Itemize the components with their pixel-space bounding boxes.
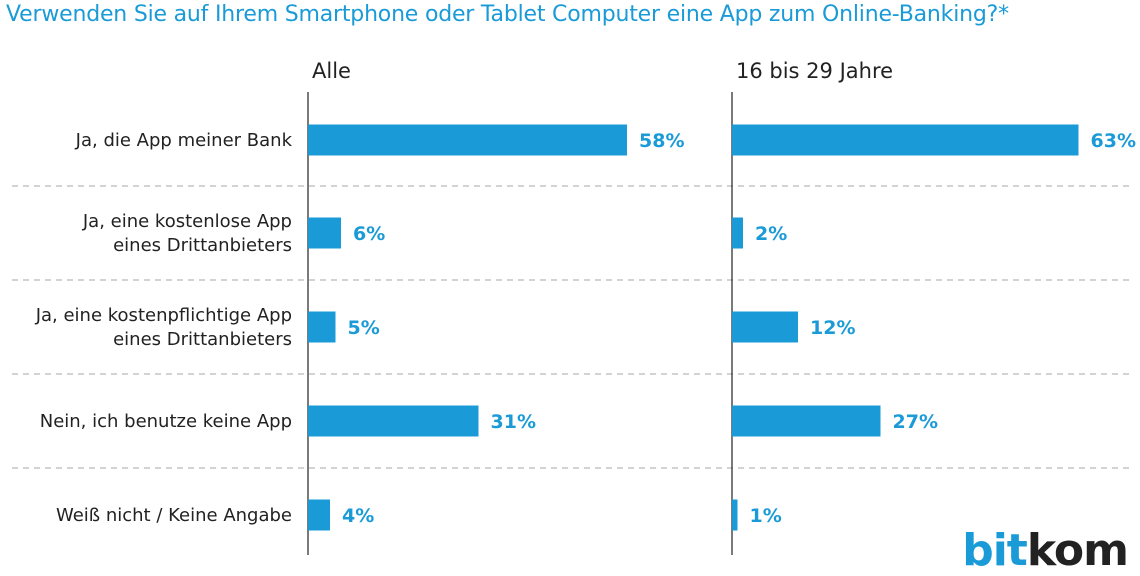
series-header: 16 bis 29 Jahre — [736, 59, 893, 83]
data-label: 6% — [353, 223, 385, 245]
bar — [732, 499, 738, 531]
data-label: 1% — [750, 505, 782, 527]
data-label: 4% — [342, 505, 374, 527]
bar — [732, 217, 743, 249]
data-label: 58% — [639, 130, 684, 152]
data-label: 2% — [755, 223, 787, 245]
bar — [732, 405, 881, 437]
bar — [308, 499, 330, 531]
data-label: 31% — [491, 411, 536, 433]
bitkom-logo: bitkom — [962, 529, 1129, 573]
bar — [308, 124, 627, 156]
category-label: eines Drittanbieters — [113, 235, 292, 256]
logo-part-bit: bit — [962, 525, 1028, 576]
category-label: Nein, ich benutze keine App — [40, 411, 292, 432]
category-label: Ja, die App meiner Bank — [75, 130, 293, 151]
logo-part-kom: kom — [1026, 525, 1129, 576]
data-label: 27% — [893, 411, 938, 433]
series-header: Alle — [312, 59, 351, 83]
category-label: eines Drittanbieters — [113, 329, 292, 350]
bar — [308, 217, 341, 249]
data-label: 5% — [348, 317, 380, 339]
data-label: 12% — [810, 317, 855, 339]
bar — [308, 405, 479, 437]
data-label: 63% — [1091, 130, 1136, 152]
bar — [732, 124, 1079, 156]
bar — [732, 311, 798, 343]
chart-title: Verwenden Sie auf Ihrem Smartphone oder … — [6, 2, 1009, 27]
category-label: Weiß nicht / Keine Angabe — [56, 505, 292, 526]
bar — [308, 311, 336, 343]
category-label: Ja, eine kostenpflichtige App — [35, 305, 292, 326]
category-label: Ja, eine kostenlose App — [82, 211, 292, 232]
